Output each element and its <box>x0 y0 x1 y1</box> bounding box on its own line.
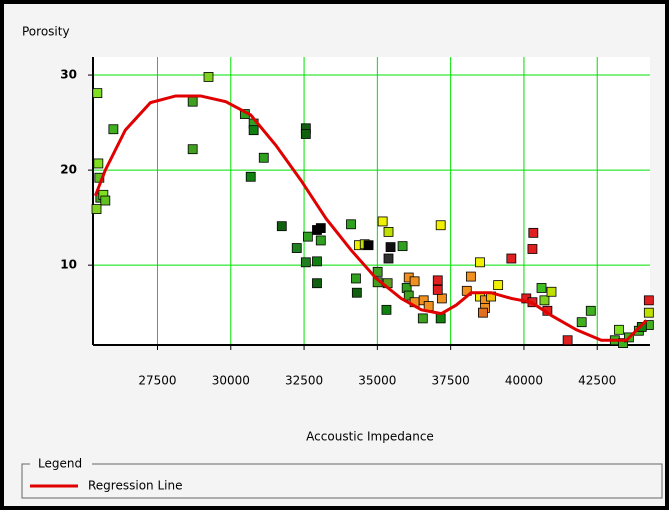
page: Porosity Accoustic Impedance Legend 2750… <box>0 0 669 510</box>
x-tick-label: 37500 <box>432 374 470 388</box>
x-tick-label: 32500 <box>285 374 323 388</box>
point <box>386 243 395 252</box>
point <box>537 283 546 292</box>
point <box>478 308 487 317</box>
point <box>384 227 393 236</box>
point <box>94 159 103 168</box>
y-tick-label: 10 <box>60 258 77 272</box>
point <box>352 288 361 297</box>
point <box>301 258 310 267</box>
point <box>540 296 549 305</box>
point <box>378 217 387 226</box>
point <box>437 294 446 303</box>
point <box>204 72 213 81</box>
point <box>644 308 653 317</box>
point <box>351 274 360 283</box>
plot-area <box>93 57 650 345</box>
point <box>292 244 301 253</box>
x-tick-label: 27500 <box>138 374 176 388</box>
point <box>312 279 321 288</box>
point <box>303 232 312 241</box>
point <box>364 241 373 250</box>
point <box>346 220 355 229</box>
legend-title: Legend <box>38 457 82 471</box>
point <box>494 281 503 290</box>
point <box>410 277 419 286</box>
point <box>382 305 391 314</box>
x-tick-label: 42500 <box>578 374 616 388</box>
point <box>563 336 572 345</box>
chart-title: Porosity <box>22 25 70 39</box>
point <box>398 242 407 251</box>
point <box>436 221 445 230</box>
point <box>259 153 268 162</box>
point <box>92 205 101 214</box>
point <box>433 276 442 285</box>
chart: Porosity Accoustic Impedance Legend 2750… <box>0 0 669 510</box>
point <box>436 314 445 323</box>
x-tick-label: 35000 <box>358 374 396 388</box>
point <box>384 254 393 263</box>
point <box>316 236 325 245</box>
point <box>547 287 556 296</box>
point <box>188 145 197 154</box>
y-tick-label: 30 <box>60 68 77 82</box>
point <box>277 222 286 231</box>
point <box>109 125 118 134</box>
point <box>101 196 110 205</box>
point <box>614 325 623 334</box>
y-tick-label: 20 <box>60 163 77 177</box>
point <box>301 129 310 138</box>
x-tick-label: 30000 <box>212 374 250 388</box>
point <box>528 245 537 254</box>
point <box>433 285 442 294</box>
point <box>249 126 258 135</box>
point <box>466 272 475 281</box>
point <box>316 224 325 233</box>
point <box>312 257 321 266</box>
point <box>93 89 102 98</box>
point <box>507 254 516 263</box>
x-axis-label: Accoustic Impedance <box>306 430 434 444</box>
point <box>577 318 586 327</box>
point <box>246 172 255 181</box>
point <box>529 228 538 237</box>
point <box>188 97 197 106</box>
point <box>644 296 653 305</box>
x-tick-label: 40000 <box>505 374 543 388</box>
point <box>418 314 427 323</box>
point <box>586 306 595 315</box>
point <box>475 258 484 267</box>
legend-label: Regression Line <box>88 479 182 493</box>
